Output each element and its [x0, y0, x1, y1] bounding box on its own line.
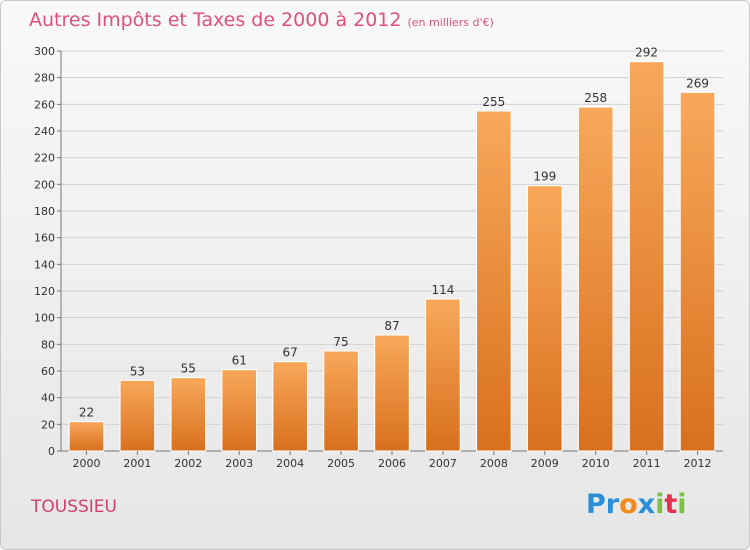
y-tick-label: 220 — [34, 152, 55, 165]
bar — [221, 369, 258, 452]
logo-letter: i — [677, 489, 687, 520]
x-tick-label: 2005 — [327, 457, 355, 470]
bar — [577, 106, 614, 452]
logo-letter: t — [664, 489, 678, 520]
bar-value-label: 199 — [533, 170, 556, 184]
bar — [170, 377, 207, 452]
bar-value-label: 55 — [181, 362, 196, 376]
y-tick-label: 160 — [34, 232, 55, 245]
logo-letter: i — [655, 489, 665, 520]
chart-title: Autres Impôts et Taxes de 2000 à 2012 (en… — [29, 9, 494, 31]
logo-letter: P — [586, 489, 606, 520]
bar-value-label: 255 — [482, 95, 505, 109]
y-tick-label: 180 — [34, 205, 55, 218]
place-name: TOUSSIEU — [31, 497, 117, 517]
x-tick-label: 2011 — [633, 457, 661, 470]
chart-title-unit: (en milliers d'€) — [407, 16, 494, 29]
bar — [425, 298, 461, 452]
bar — [272, 361, 308, 452]
bar — [68, 421, 105, 452]
x-tick-label: 2000 — [72, 457, 100, 470]
y-tick-label: 20 — [41, 418, 55, 431]
logo-letter: o — [619, 489, 638, 520]
x-tick-label: 2009 — [531, 457, 559, 470]
bar — [323, 350, 359, 452]
x-tick-label: 2010 — [582, 457, 610, 470]
logo-letter: r — [605, 489, 620, 520]
y-tick-label: 140 — [34, 258, 55, 271]
x-tick-label: 2002 — [174, 457, 202, 470]
x-tick-label: 2001 — [123, 457, 151, 470]
y-tick-label: 280 — [34, 72, 55, 85]
x-tick-label: 2004 — [276, 457, 304, 470]
y-tick-label: 260 — [34, 98, 55, 111]
y-tick-label: 120 — [34, 285, 55, 298]
bar — [628, 61, 665, 452]
y-tick-label: 240 — [34, 125, 55, 138]
y-tick-label: 100 — [34, 312, 55, 325]
x-tick-label: 2012 — [684, 457, 712, 470]
x-tick-label: 2006 — [378, 457, 406, 470]
bar — [679, 91, 716, 452]
y-tick-label: 40 — [41, 392, 55, 405]
x-tick-label: 2007 — [429, 457, 457, 470]
bar-value-label: 53 — [130, 364, 145, 378]
bar-value-label: 114 — [431, 283, 454, 297]
bar-value-label: 258 — [584, 91, 607, 105]
bar — [119, 379, 156, 452]
bar — [526, 185, 563, 452]
bar-value-label: 75 — [333, 335, 348, 349]
logo-letter: x — [637, 489, 656, 520]
bar-value-label: 67 — [283, 346, 298, 360]
y-tick-label: 300 — [34, 45, 55, 58]
y-tick-label: 200 — [34, 178, 55, 191]
x-tick-label: 2003 — [225, 457, 253, 470]
bar — [374, 334, 410, 452]
bar-value-label: 87 — [384, 319, 399, 333]
y-tick-label: 60 — [41, 365, 55, 378]
bar-value-label: 269 — [686, 76, 709, 90]
proxiti-logo: Proxiti — [586, 489, 687, 520]
y-tick-label: 0 — [48, 445, 55, 458]
y-tick-label: 80 — [41, 338, 55, 351]
bar-value-label: 22 — [79, 406, 94, 420]
bar-value-label: 292 — [635, 46, 658, 60]
x-tick-label: 2008 — [480, 457, 508, 470]
bar-value-label: 61 — [232, 354, 247, 368]
bar — [476, 110, 512, 452]
